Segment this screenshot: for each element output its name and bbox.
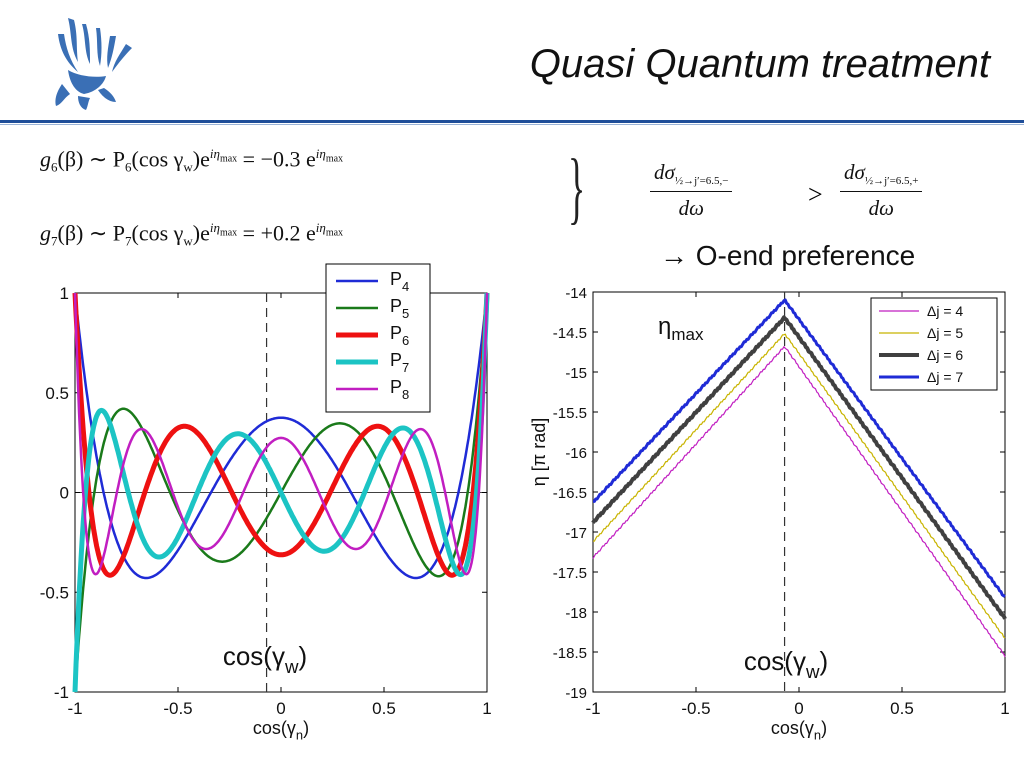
- right-y-tick-label: -17.5: [553, 565, 587, 582]
- griffin-logo-icon: [55, 18, 132, 110]
- left-legend-label-p4: P4: [390, 269, 409, 294]
- right-legend-label-dj5: Δj = 5: [927, 325, 963, 341]
- right-legend-label-dj7: Δj = 7: [927, 369, 963, 385]
- left-series-p8: [73, 292, 489, 576]
- left-legend-box: [325, 263, 431, 413]
- left-y-tick-label: 1: [60, 284, 69, 303]
- left-plot-frame: [74, 292, 488, 693]
- right-y-tick-label: -15.5: [553, 405, 587, 422]
- left-annotation-cos-gamma-w: cos(γw): [223, 641, 307, 677]
- right-y-tick-label: -18.5: [553, 645, 587, 662]
- cross-section-right: dσ½→j′=6.5,+ dω: [840, 160, 923, 221]
- left-x-tick-label: -1: [67, 699, 82, 718]
- university-logo: [48, 14, 144, 114]
- right-x-tick-label: -1: [585, 699, 600, 718]
- cross-section-left: dσ½→j′=6.5,− dω: [650, 160, 733, 221]
- right-x-tick-label: 1: [1000, 699, 1009, 718]
- right-y-tick-label: -16.5: [553, 485, 587, 502]
- right-y-tick-label: -17: [565, 525, 587, 542]
- right-y-tick-label: -15: [565, 365, 587, 382]
- right-x-tick-label: 0: [794, 699, 803, 718]
- title-divider-thin: [0, 124, 1024, 125]
- left-x-tick-label: 0: [276, 699, 285, 718]
- left-x-axis-label: cos(γn): [253, 718, 309, 742]
- right-y-tick-label: -19: [565, 685, 587, 702]
- right-series-dj6: [591, 315, 1007, 620]
- right-y-tick-label: -18: [565, 605, 587, 622]
- right-x-tick-label: -0.5: [681, 699, 710, 718]
- title-divider: [0, 120, 1024, 123]
- left-y-tick-label: -0.5: [40, 583, 69, 602]
- right-x-tick-label: 0.5: [890, 699, 914, 718]
- left-legend-label-p6: P6: [390, 323, 409, 348]
- right-y-axis-label: η [π rad]: [529, 418, 549, 486]
- right-series-dj5: [593, 333, 1006, 639]
- equation-g6: g6(β) ∼ P6(cos γw)eiηmax = −0.3 eiηmax: [40, 146, 344, 175]
- conclusion-text: → O-end preference: [660, 240, 916, 271]
- left-x-tick-label: 1: [482, 699, 491, 718]
- right-eta-max-label: ηmax: [658, 313, 704, 344]
- right-y-tick-label: -14: [565, 285, 587, 302]
- greater-than-sign: >: [808, 180, 823, 209]
- left-x-tick-label: -0.5: [163, 699, 192, 718]
- right-legend-label-dj6: Δj = 6: [927, 347, 963, 363]
- left-legend-label-p7: P7: [390, 350, 409, 375]
- equation-g7: g7(β) ∼ P7(cos γw)eiηmax = +0.2 eiηmax: [40, 220, 344, 249]
- right-series-dj7: [592, 298, 1006, 598]
- left-series-p5: [73, 292, 489, 693]
- left-series-p7: [72, 292, 490, 693]
- left-legend-label-p8: P8: [390, 377, 409, 402]
- left-x-tick-label: 0.5: [372, 699, 396, 718]
- left-legend-label-p5: P5: [390, 296, 409, 321]
- left-y-tick-label: -1: [54, 683, 69, 702]
- right-legend-box: [870, 297, 998, 391]
- right-series-dj4: [592, 346, 1006, 658]
- curly-brace: }: [568, 144, 586, 232]
- slide-title: Quasi Quantum treatment: [529, 42, 990, 86]
- left-y-tick-label: 0.5: [45, 384, 69, 403]
- right-y-tick-label: -14.5: [553, 325, 587, 342]
- right-legend-label-dj4: Δj = 4: [927, 303, 963, 319]
- left-series-p6: [72, 292, 490, 578]
- right-y-tick-label: -16: [565, 445, 587, 462]
- left-y-tick-label: 0: [60, 484, 69, 503]
- right-annotation-cos-gamma-w: cos(γw): [744, 646, 828, 682]
- right-x-axis-label: cos(γn): [771, 718, 827, 742]
- right-plot-frame: [592, 291, 1006, 693]
- left-series-p4: [73, 292, 489, 580]
